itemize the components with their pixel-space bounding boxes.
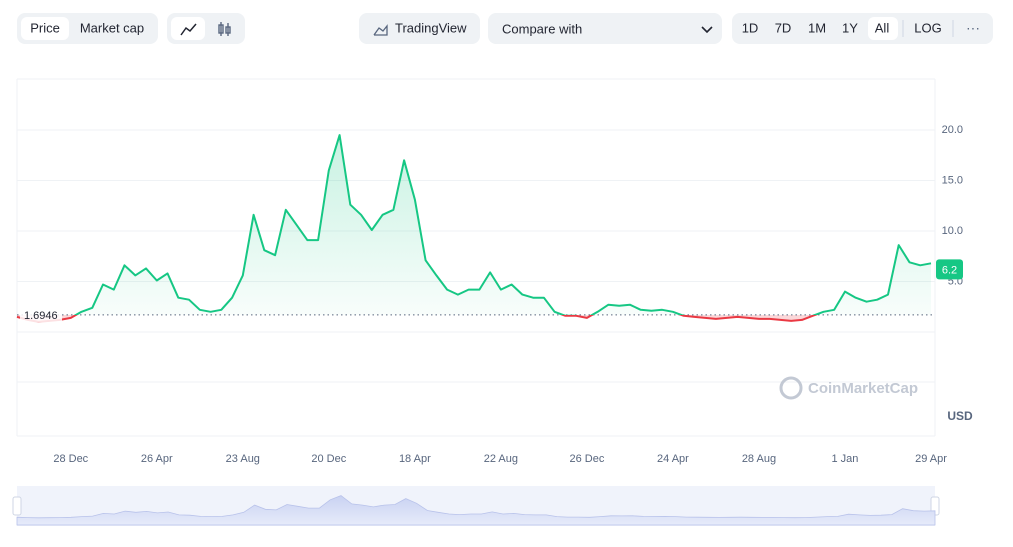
x-tick-label: 18 Apr (399, 453, 431, 465)
x-tick-label: 28 Aug (742, 453, 776, 465)
x-tick-label: 23 Aug (226, 453, 260, 465)
x-tick-label: 22 Aug (484, 453, 518, 465)
more-button[interactable]: ··· (966, 20, 980, 36)
line-icon (180, 23, 197, 36)
price-tag (936, 259, 963, 280)
x-tick-label: 26 Dec (569, 453, 604, 465)
y-tick-label: 20.0 (942, 124, 963, 136)
nav-handle[interactable] (12, 496, 22, 516)
tradingview-label[interactable]: TradingView (395, 20, 467, 35)
price-area (17, 135, 931, 322)
tab[interactable]: Price (30, 20, 60, 35)
y-tick-label: 10.0 (942, 225, 963, 237)
range-selected[interactable] (868, 17, 898, 40)
tradingview-button[interactable] (359, 13, 480, 44)
x-tick-label: 26 Apr (141, 453, 173, 465)
x-tick-label: 24 Apr (657, 453, 689, 465)
line-type-button[interactable] (171, 17, 205, 40)
candle-icon[interactable] (218, 22, 231, 36)
tab-selected[interactable] (21, 17, 69, 40)
compare-label[interactable]: Compare with (502, 21, 582, 36)
x-tick-label: 29 Apr (915, 453, 947, 465)
y-tick-label: 15.0 (942, 174, 963, 186)
unit-label: USD (947, 409, 973, 423)
range-button[interactable]: 1M (808, 20, 826, 35)
range-group (732, 13, 993, 44)
range-button[interactable]: 7D (775, 20, 792, 35)
compare-select[interactable] (488, 13, 722, 44)
x-tick-label: 20 Dec (311, 453, 346, 465)
baseline-label-bg (20, 306, 62, 323)
range-button[interactable]: 1Y (842, 20, 858, 35)
log-button[interactable]: LOG (914, 20, 941, 35)
watermark-text: CoinMarketCap (808, 380, 918, 397)
tab[interactable]: Market cap (80, 20, 144, 35)
range-button[interactable]: 1D (742, 20, 759, 35)
tv-icon (373, 24, 388, 36)
baseline-label: 1.6946 (24, 310, 58, 322)
x-tick-label: 1 Jan (832, 453, 859, 465)
navigator-area (16, 495, 936, 526)
range-button[interactable]: All (875, 20, 890, 35)
price-tag-label: 6.2 (942, 264, 957, 276)
watermark: CoinMarketCap (779, 376, 918, 400)
chevron (701, 26, 713, 34)
x-tick-label: 28 Dec (53, 453, 88, 465)
price-line (16, 134, 932, 323)
